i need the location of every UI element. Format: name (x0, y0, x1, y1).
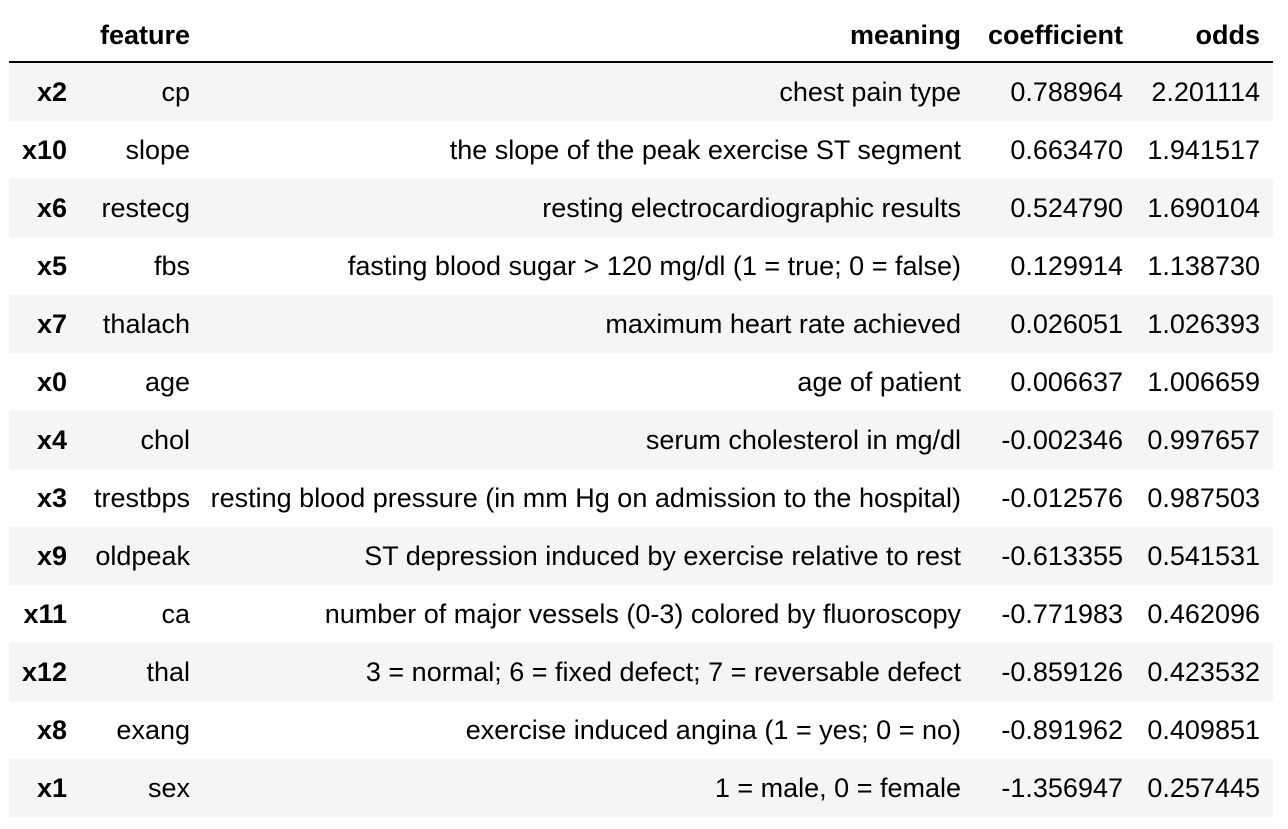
odds-cell: 2.201114 (1151, 77, 1260, 107)
odds-cell: 0.257445 (1147, 773, 1260, 803)
row-index-cell: x2 (36, 77, 67, 107)
coefficient-cell: -0.859126 (1001, 657, 1123, 687)
table-row: x12 thal 3 = normal; 6 = fixed defect; 7 =… (9, 643, 1273, 701)
column-header-index (9, 0, 77, 63)
feature-cell: age (144, 367, 190, 397)
row-index-cell: x9 (36, 541, 67, 571)
row-index-cell: x0 (36, 367, 67, 397)
row-index-cell: x5 (36, 251, 67, 281)
row-index-cell: x4 (36, 425, 67, 455)
table-row: x11 ca number of major vessels (0-3) color… (9, 585, 1273, 643)
row-index-cell: x11 (23, 599, 67, 629)
meaning-cell: the slope of the peak exercise ST segmen… (449, 135, 961, 165)
odds-cell: 1.941517 (1147, 135, 1260, 165)
feature-cell: cp (161, 77, 190, 107)
feature-cell: exang (116, 715, 190, 745)
meaning-cell: chest pain type (779, 77, 961, 107)
row-index-cell: x7 (36, 309, 67, 339)
odds-cell: 0.987503 (1147, 483, 1260, 513)
coefficient-cell: -0.771983 (1001, 599, 1123, 629)
feature-cell: thal (146, 657, 190, 687)
meaning-cell: age of patient (797, 367, 961, 397)
table-row: x8 exang exercise induced angina (1 = yes;… (9, 701, 1273, 759)
table-row: x0 age age of patient 0.006637 1.006659 (9, 353, 1273, 411)
odds-cell: 0.997657 (1147, 425, 1260, 455)
meaning-cell: maximum heart rate achieved (605, 309, 961, 339)
coefficient-cell: 0.006637 (1010, 367, 1123, 397)
table-row: x10 slope the slope of the peak exercise S… (9, 121, 1273, 179)
coefficient-cell: -0.012576 (1001, 483, 1123, 513)
odds-cell: 0.423532 (1147, 657, 1260, 687)
coefficient-cell: -0.613355 (1001, 541, 1123, 571)
meaning-cell: 1 = male, 0 = female (714, 773, 961, 803)
column-header-feature: feature (77, 0, 200, 63)
table-row: x5 fbs fasting blood sugar > 120 mg/dl (1 … (9, 237, 1273, 295)
feature-cell: sex (147, 773, 190, 803)
meaning-cell: resting blood pressure (in mm Hg on admi… (210, 483, 961, 513)
meaning-cell: exercise induced angina (1 = yes; 0 = no… (465, 715, 961, 745)
column-header-odds: odds (1133, 0, 1273, 63)
row-index-cell: x1 (36, 773, 67, 803)
feature-cell: trestbps (93, 483, 190, 513)
odds-cell: 1.138730 (1147, 251, 1260, 281)
row-index-cell: x10 (21, 135, 67, 165)
table-row: x7 thalach maximum heart rate achieved 0.02… (9, 295, 1273, 353)
table-row: x2 cp chest pain type 0.788964 2.201114 (9, 62, 1273, 121)
dataframe-table: feature meaning coefficient odds x2 cp chest … (9, 0, 1273, 817)
meaning-cell: fasting blood sugar > 120 mg/dl (1 = tru… (347, 251, 961, 281)
meaning-cell: number of major vessels (0-3) colored by… (324, 599, 961, 629)
odds-cell: 0.541531 (1147, 541, 1260, 571)
odds-cell: 1.006659 (1147, 367, 1260, 397)
row-index-cell: x8 (36, 715, 67, 745)
coefficient-cell: -1.356947 (1001, 773, 1123, 803)
odds-cell: 0.462096 (1147, 599, 1260, 629)
odds-cell: 1.026393 (1147, 309, 1260, 339)
feature-cell: slope (125, 135, 190, 165)
coefficient-cell: 0.129914 (1010, 251, 1123, 281)
meaning-cell: 3 = normal; 6 = fixed defect; 7 = revers… (365, 657, 961, 687)
feature-cell: fbs (153, 251, 190, 281)
column-header-coefficient: coefficient (971, 0, 1133, 63)
feature-cell: oldpeak (95, 541, 190, 571)
coefficient-cell: -0.002346 (1001, 425, 1123, 455)
table-body: x2 cp chest pain type 0.788964 2.201114 x10 sl… (9, 62, 1273, 817)
coefficient-cell: 0.663470 (1010, 135, 1123, 165)
feature-cell: restecg (101, 193, 190, 223)
table-row: x6 restecg resting electrocardiographic re… (9, 179, 1273, 237)
column-header-meaning: meaning (200, 0, 971, 63)
coefficient-cell: 0.788964 (1010, 77, 1123, 107)
table-header: feature meaning coefficient odds (9, 0, 1273, 63)
coefficient-cell: 0.524790 (1010, 193, 1123, 223)
feature-cell: chol (140, 425, 190, 455)
table-header-row: feature meaning coefficient odds (9, 0, 1273, 63)
table-row: x1 sex 1 = male, 0 = female -1.356947 0.2574… (9, 759, 1273, 817)
table-row: x4 chol serum cholesterol in mg/dl -0.00234… (9, 411, 1273, 469)
odds-cell: 1.690104 (1147, 193, 1260, 223)
row-index-cell: x6 (36, 193, 67, 223)
meaning-cell: resting electrocardiographic results (542, 193, 961, 223)
table-row: x9 oldpeak ST depression induced by exerci… (9, 527, 1273, 585)
row-index-cell: x12 (21, 657, 67, 687)
meaning-cell: ST depression induced by exercise relati… (364, 541, 961, 571)
table-row: x3 trestbps resting blood pressure (in mm … (9, 469, 1273, 527)
row-index-cell: x3 (36, 483, 67, 513)
feature-cell: thalach (102, 309, 190, 339)
coefficient-cell: 0.026051 (1010, 309, 1123, 339)
coefficient-cell: -0.891962 (1001, 715, 1123, 745)
meaning-cell: serum cholesterol in mg/dl (645, 425, 961, 455)
odds-cell: 0.409851 (1147, 715, 1260, 745)
feature-cell: ca (161, 599, 190, 629)
